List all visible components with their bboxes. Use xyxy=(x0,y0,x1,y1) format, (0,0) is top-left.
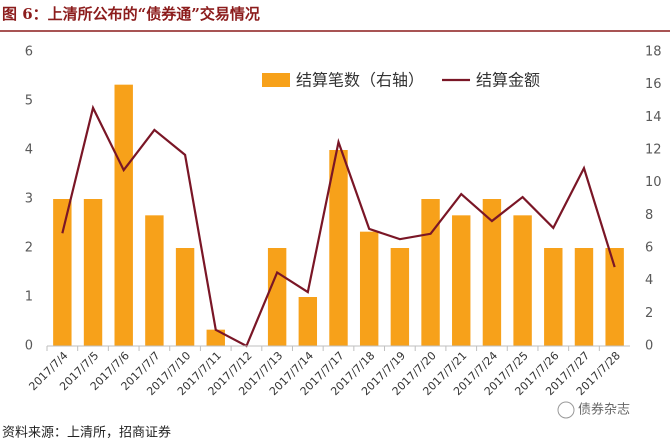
bar xyxy=(605,248,624,346)
bar xyxy=(359,231,379,346)
y-tick-label: 4 xyxy=(25,143,33,158)
bar xyxy=(267,248,287,346)
line xyxy=(61,104,616,348)
bar xyxy=(206,329,225,346)
y2-tick-label: 16 xyxy=(645,77,662,92)
chart-title: 图 6：上清所公布的“债券通”交易情况 xyxy=(2,5,260,23)
y-tick-label: 5 xyxy=(25,94,33,109)
bar xyxy=(421,199,440,346)
bar xyxy=(114,84,133,347)
y2-tick-label: 12 xyxy=(645,143,662,158)
bar xyxy=(574,248,594,346)
bar xyxy=(452,215,471,346)
y-tick-label: 6 xyxy=(25,45,33,60)
legend-swatch xyxy=(262,73,290,87)
y2-tick-label: 14 xyxy=(645,110,662,125)
y-tick-label: 3 xyxy=(25,192,33,207)
bar xyxy=(513,215,532,346)
watermark: 债券杂志 xyxy=(578,402,630,418)
y-tick-label: 0 xyxy=(25,339,33,354)
y2-tick-label: 0 xyxy=(645,339,653,354)
y2-tick-label: 4 xyxy=(645,273,653,288)
bar xyxy=(53,199,72,346)
y2-tick-label: 8 xyxy=(645,208,653,223)
legend-label: 结算金额 xyxy=(476,71,540,90)
watermark-icon xyxy=(557,401,575,419)
bar xyxy=(329,150,348,346)
y2-tick-label: 10 xyxy=(645,175,662,190)
bar xyxy=(83,199,103,346)
source-note: 资料来源：上清所，招商证券 xyxy=(2,425,171,441)
bar xyxy=(544,248,563,346)
y-tick-label: 2 xyxy=(25,241,33,256)
y2-tick-label: 2 xyxy=(645,306,653,321)
bar xyxy=(145,215,164,346)
bar xyxy=(482,199,502,346)
legend-label: 结算笔数（右轴） xyxy=(296,71,424,90)
bar xyxy=(175,248,195,346)
bar xyxy=(390,248,410,346)
y2-tick-label: 18 xyxy=(645,45,662,60)
bar xyxy=(298,297,318,346)
y-tick-label: 1 xyxy=(25,290,33,305)
y2-tick-label: 6 xyxy=(645,241,653,256)
